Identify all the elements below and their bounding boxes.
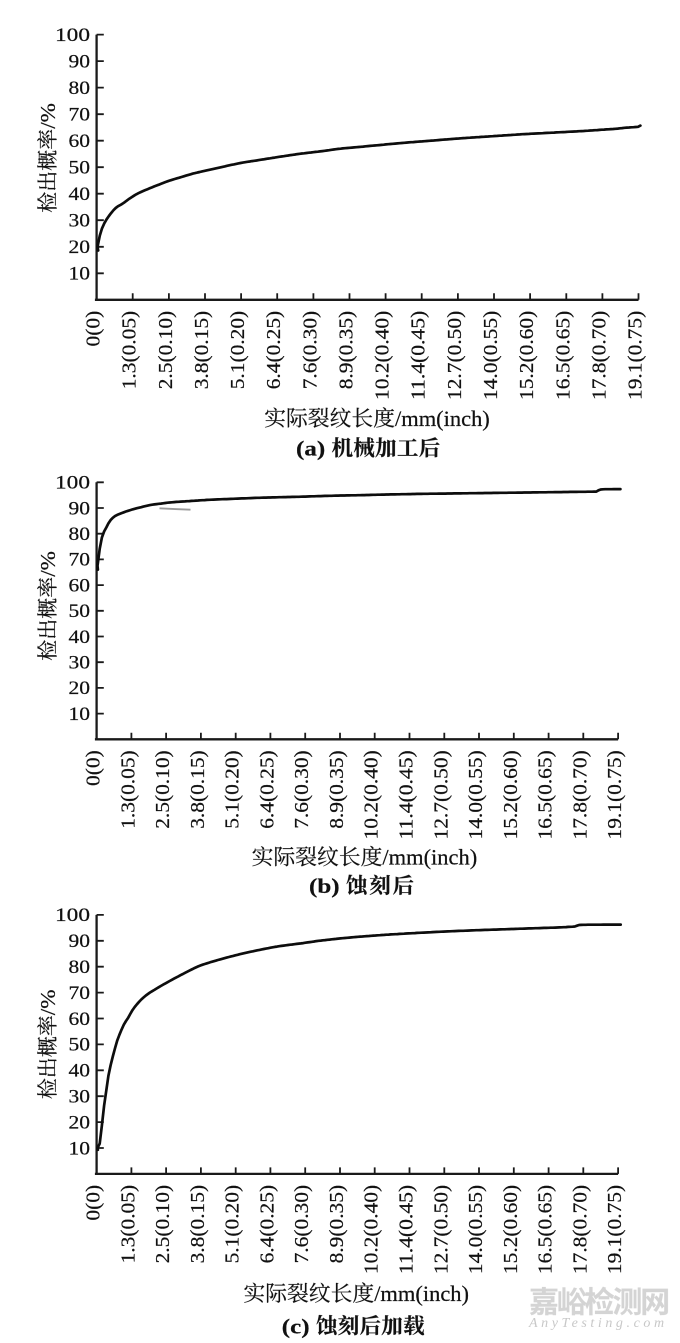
svg-text:80: 80 — [69, 524, 91, 545]
svg-text:20: 20 — [69, 237, 91, 258]
svg-text:90: 90 — [69, 51, 91, 72]
svg-text:6.4(0.25): 6.4(0.25) — [263, 311, 285, 390]
svg-text:40: 40 — [69, 184, 91, 205]
svg-text:(a): (a) — [296, 437, 325, 461]
svg-text:7.6(0.30): 7.6(0.30) — [299, 311, 321, 390]
svg-text:11.4(0.45): 11.4(0.45) — [396, 750, 418, 839]
svg-text:/%: /% — [36, 103, 60, 129]
svg-text:70: 70 — [69, 983, 91, 1004]
svg-text:12.7(0.50): 12.7(0.50) — [430, 1185, 452, 1274]
svg-text:60: 60 — [69, 1009, 91, 1030]
svg-text:12.7(0.50): 12.7(0.50) — [444, 311, 466, 400]
svg-text:1.3(0.05): 1.3(0.05) — [117, 750, 139, 829]
svg-text:8.9(0.35): 8.9(0.35) — [326, 750, 348, 829]
svg-text:10: 10 — [69, 1138, 91, 1159]
svg-text:10: 10 — [69, 704, 91, 725]
svg-text:17.8(0.70): 17.8(0.70) — [569, 1185, 591, 1274]
svg-text:6.4(0.25): 6.4(0.25) — [256, 750, 278, 829]
svg-text:14.0(0.55): 14.0(0.55) — [480, 311, 502, 400]
svg-text:40: 40 — [69, 627, 91, 648]
svg-text:1.3(0.05): 1.3(0.05) — [117, 1185, 139, 1264]
svg-text:30: 30 — [69, 211, 91, 232]
svg-text:50: 50 — [69, 601, 91, 622]
svg-text:8.9(0.35): 8.9(0.35) — [336, 311, 358, 390]
svg-text:(b): (b) — [309, 874, 340, 898]
svg-text:0(0): 0(0) — [83, 750, 105, 786]
svg-text:15.2(0.60): 15.2(0.60) — [500, 1185, 522, 1274]
svg-text:100: 100 — [55, 473, 90, 494]
svg-text:19.1(0.75): 19.1(0.75) — [625, 311, 647, 400]
svg-text:60: 60 — [69, 575, 91, 596]
svg-text:11.4(0.45): 11.4(0.45) — [396, 1185, 418, 1274]
svg-text:/%: /% — [36, 551, 60, 577]
svg-text:90: 90 — [69, 931, 91, 952]
svg-text:30: 30 — [69, 653, 91, 674]
svg-text:100: 100 — [55, 905, 90, 926]
svg-text:(c): (c) — [282, 1314, 310, 1338]
svg-text:3.8(0.15): 3.8(0.15) — [191, 311, 213, 390]
svg-text:5.1(0.20): 5.1(0.20) — [222, 750, 244, 829]
svg-text:12.7(0.50): 12.7(0.50) — [430, 750, 452, 839]
svg-text:7.6(0.30): 7.6(0.30) — [291, 1185, 313, 1264]
svg-text:80: 80 — [69, 78, 91, 99]
svg-text:11.4(0.45): 11.4(0.45) — [408, 311, 430, 400]
svg-text:8.9(0.35): 8.9(0.35) — [326, 1185, 348, 1264]
svg-text:0(0): 0(0) — [83, 1185, 105, 1221]
svg-text:2.5(0.10): 2.5(0.10) — [152, 750, 174, 829]
svg-text:10.2(0.40): 10.2(0.40) — [361, 750, 383, 839]
svg-text:14.0(0.55): 14.0(0.55) — [465, 750, 487, 839]
svg-text:10.2(0.40): 10.2(0.40) — [361, 1185, 383, 1274]
svg-text:1.3(0.05): 1.3(0.05) — [119, 311, 141, 390]
svg-text:80: 80 — [69, 957, 91, 978]
svg-text:50: 50 — [69, 1035, 91, 1056]
svg-text:5.1(0.20): 5.1(0.20) — [222, 1185, 244, 1264]
svg-text:19.1(0.75): 19.1(0.75) — [604, 1185, 626, 1274]
svg-text:16.5(0.65): 16.5(0.65) — [552, 311, 574, 400]
svg-text:/mm(inch): /mm(inch) — [395, 407, 490, 431]
svg-text:16.5(0.65): 16.5(0.65) — [535, 1185, 557, 1274]
svg-text:10.2(0.40): 10.2(0.40) — [372, 311, 394, 400]
svg-text:100: 100 — [55, 25, 90, 46]
svg-text:70: 70 — [69, 550, 91, 571]
svg-text:/mm(inch): /mm(inch) — [374, 1282, 469, 1306]
svg-text:40: 40 — [69, 1061, 91, 1082]
svg-text:15.2(0.60): 15.2(0.60) — [516, 311, 538, 400]
svg-text:20: 20 — [69, 1112, 91, 1133]
svg-text:17.8(0.70): 17.8(0.70) — [569, 750, 591, 839]
svg-text:3.8(0.15): 3.8(0.15) — [187, 1185, 209, 1264]
svg-text:20: 20 — [69, 678, 91, 699]
svg-text:6.4(0.25): 6.4(0.25) — [256, 1185, 278, 1264]
svg-text:AnyTesting.com: AnyTesting.com — [528, 1316, 668, 1331]
svg-text:5.1(0.20): 5.1(0.20) — [227, 311, 249, 390]
svg-text:15.2(0.60): 15.2(0.60) — [500, 750, 522, 839]
svg-text:70: 70 — [69, 105, 91, 126]
svg-text:16.5(0.65): 16.5(0.65) — [535, 750, 557, 839]
svg-text:14.0(0.55): 14.0(0.55) — [465, 1185, 487, 1274]
svg-text:/mm(inch): /mm(inch) — [382, 846, 477, 870]
svg-text:0(0): 0(0) — [83, 311, 105, 347]
svg-text:19.1(0.75): 19.1(0.75) — [604, 750, 626, 839]
svg-text:50: 50 — [69, 158, 91, 179]
svg-text:3.8(0.15): 3.8(0.15) — [187, 750, 209, 829]
svg-text:2.5(0.10): 2.5(0.10) — [152, 1185, 174, 1264]
svg-text:10: 10 — [69, 264, 91, 285]
svg-text:60: 60 — [69, 131, 91, 152]
svg-text:17.8(0.70): 17.8(0.70) — [588, 311, 610, 400]
svg-text:90: 90 — [69, 498, 91, 519]
svg-text:/%: /% — [36, 990, 60, 1016]
svg-text:30: 30 — [69, 1087, 91, 1108]
svg-text:2.5(0.10): 2.5(0.10) — [155, 311, 177, 390]
svg-text:7.6(0.30): 7.6(0.30) — [291, 750, 313, 829]
